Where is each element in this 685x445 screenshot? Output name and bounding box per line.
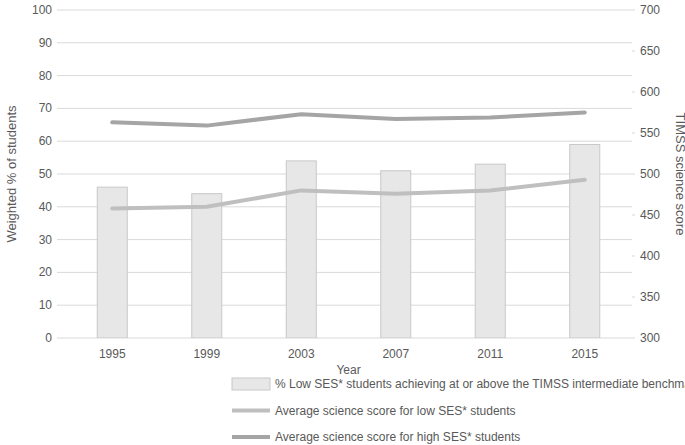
- y2-tick-label: 400: [640, 249, 660, 263]
- grid-line: [57, 141, 632, 142]
- x-tick-label: 1999: [193, 347, 220, 361]
- y2-tick: [632, 297, 635, 298]
- grid-line: [57, 10, 632, 11]
- y-tick-label: 30: [39, 233, 53, 247]
- y-axis-title: Weighted % of students: [4, 105, 19, 243]
- y2-tick-label: 350: [640, 290, 660, 304]
- bar: [192, 194, 222, 338]
- legend-swatch: [232, 435, 270, 439]
- y2-tick-label: 700: [640, 3, 660, 17]
- y-tick-label: 60: [39, 134, 53, 148]
- y2-tick: [632, 51, 635, 52]
- y2-tick-label: 300: [640, 331, 660, 345]
- y-tick-label: 90: [39, 36, 53, 50]
- y-tick-label: 20: [39, 265, 53, 279]
- grid-line: [57, 75, 632, 76]
- x-tick-label: 2007: [382, 347, 409, 361]
- bar: [286, 161, 316, 338]
- y2-tick: [632, 92, 635, 93]
- legend-swatch: [232, 378, 270, 390]
- x-tick-label: 1995: [99, 347, 126, 361]
- y-tick-label: 70: [39, 101, 53, 115]
- x-axis-title: Year: [336, 363, 360, 377]
- y-tick-label: 10: [39, 298, 53, 312]
- legend-swatch: [232, 409, 270, 413]
- y-tick-label: 80: [39, 69, 53, 83]
- y2-tick-label: 550: [640, 126, 660, 140]
- y2-tick: [632, 338, 635, 339]
- grid-line: [57, 42, 632, 43]
- grid-line: [57, 305, 632, 306]
- x-tick-label: 2011: [477, 347, 503, 361]
- y2-tick: [632, 256, 635, 257]
- y2-tick: [632, 174, 635, 175]
- line-series: [112, 113, 585, 126]
- legend-label: Average science score for low SES* stude…: [275, 404, 516, 418]
- y2-tick-label: 500: [640, 167, 660, 181]
- grid-line: [57, 272, 632, 273]
- y2-tick-label: 600: [640, 85, 660, 99]
- bar: [570, 144, 600, 338]
- plot-area: [97, 113, 600, 339]
- grid-line: [57, 174, 632, 175]
- y2-tick: [632, 215, 635, 216]
- grid-line: [57, 239, 632, 240]
- x-tick-label: 2003: [288, 347, 315, 361]
- legend-label: Average science score for high SES* stud…: [275, 430, 520, 444]
- y-tick-label: 50: [39, 167, 53, 181]
- grid-line: [57, 338, 632, 339]
- y-tick-label: 40: [39, 200, 53, 214]
- bar: [381, 171, 411, 338]
- grid-line: [57, 108, 632, 109]
- legend-label: % Low SES* students achieving at or abov…: [275, 377, 685, 391]
- line-series: [112, 180, 585, 209]
- y2-tick-label: 450: [640, 208, 660, 222]
- x-tick-label: 2015: [571, 347, 598, 361]
- y-tick-label: 100: [32, 3, 52, 17]
- y2-tick: [632, 133, 635, 134]
- y2-tick: [632, 10, 635, 11]
- y2-tick-label: 650: [640, 44, 660, 58]
- y2-axis-title: TIMSS science score: [673, 113, 685, 236]
- y-tick-label: 0: [45, 331, 52, 345]
